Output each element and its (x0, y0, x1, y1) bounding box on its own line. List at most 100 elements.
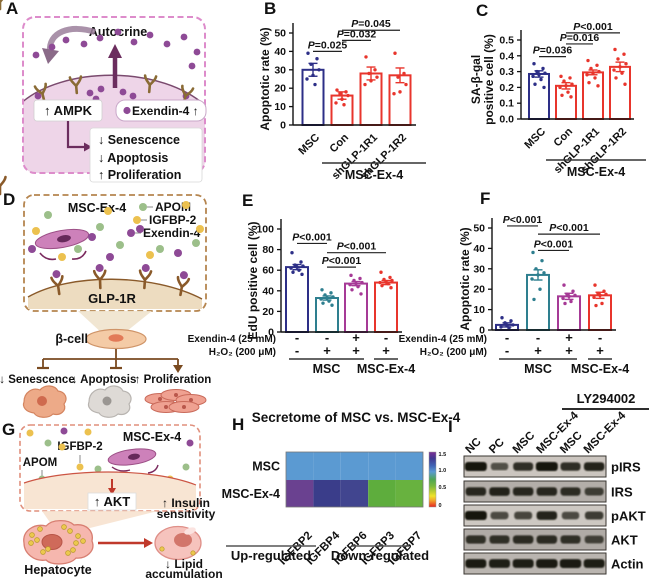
data-point (566, 90, 570, 94)
data-point (354, 281, 358, 286)
treatment-row-label: H₂O₂ (200 μM) (209, 347, 276, 358)
group-label: MSC (524, 362, 552, 376)
data-point (373, 68, 377, 72)
data-point (559, 74, 563, 79)
y-tick-label: 10 (473, 304, 485, 316)
data-point (352, 278, 356, 283)
data-point (569, 299, 573, 304)
blot-row-label: Actin (611, 557, 644, 572)
lipid-label-1: ↓ Lipid (165, 557, 203, 571)
data-point (613, 47, 617, 52)
data-point (560, 93, 564, 98)
protein-band (536, 559, 558, 568)
protein-band (464, 462, 487, 471)
data-point (533, 82, 537, 86)
beta-cell-label: β-cell (55, 332, 88, 346)
data-point (342, 103, 346, 107)
heatmap-cell (313, 452, 341, 480)
down-regulated-label: Down-regulated (331, 548, 429, 563)
panel-label-d: D (3, 190, 16, 209)
panel-label-i: I (448, 417, 453, 436)
protein-band (583, 462, 605, 471)
protein-band (465, 559, 487, 568)
data-point (585, 73, 589, 77)
treatment-sign: + (382, 343, 390, 358)
heatmap-cell (368, 480, 396, 507)
bar (528, 72, 550, 120)
protein-band (560, 535, 581, 544)
data-point (295, 265, 299, 269)
recycle-arrowhead (42, 48, 59, 64)
data-point (306, 51, 310, 55)
colorbar-tick: 1.5 (439, 452, 447, 458)
data-point (591, 71, 595, 75)
data-point (622, 52, 626, 56)
treatment-sign: - (505, 343, 509, 358)
data-point (534, 267, 538, 271)
treatment-row-label: H₂O₂ (200 μM) (420, 347, 487, 358)
effect-proliferation: ↑ Proliferation (98, 168, 181, 182)
ly294002-label: LY294002 (577, 391, 636, 406)
heatmap-cell (395, 452, 423, 480)
autocrine-diagram: Autocrine ↑ AMPK (0, 0, 207, 183)
data-point (612, 68, 616, 72)
effect-senescence: ↓ Senescence (98, 133, 180, 147)
insulin-label-1: ↑ Insulin (162, 496, 210, 510)
data-point (614, 76, 618, 80)
effect-proliferation: ↑ Proliferation (135, 374, 212, 386)
data-point (360, 280, 364, 285)
panel-i: I LY294002 NC PC MSC MSC-Ex-4 MSC MSC-Ex-4 pIRS… (446, 390, 650, 579)
data-point (305, 77, 309, 81)
treatment-sign: + (352, 343, 360, 358)
secretion-arrowhead (108, 44, 122, 58)
panel-e: E 0 20 40 60 80 100 EdU positive cell (%) P<0.0… (188, 190, 432, 395)
data-point (541, 66, 545, 71)
y-axis-label: EdU positive cell (%) (246, 221, 260, 339)
bar (344, 282, 368, 333)
y-axis-label: Apoptotic rate (%) (458, 227, 472, 330)
data-point (535, 69, 539, 74)
y-tick-label: 0 (479, 325, 485, 337)
bar (526, 273, 550, 331)
y-tick-label: 100 (256, 224, 274, 236)
exendin-box (115, 99, 207, 122)
data-point (602, 289, 606, 293)
data-point (320, 288, 324, 292)
beta-cell-diagram: MSC-Ex-4 APOM IGFBP-2 Exendin-4 (0, 175, 212, 418)
glp1r-label: GLP-1R (88, 291, 136, 306)
data-point (568, 76, 572, 80)
protein-band (465, 487, 487, 496)
y-tick-label: 80 (262, 244, 274, 256)
p-value-label: P<0.001 (337, 241, 377, 253)
ampk-effect-arrow (66, 121, 84, 149)
panel-c: C 0.0 0.1 0.2 0.3 0.4 0.5 SA-β-gal positive cel… (436, 0, 650, 190)
y-axis-label: positive cell (%) (482, 34, 496, 125)
p-value-label: P<0.001 (292, 231, 332, 243)
y-axis-label: SA-β-gal (469, 55, 483, 104)
data-point (358, 276, 362, 281)
heatmap-cell (395, 480, 423, 507)
msc-ex4-label: MSC-Ex-4 (123, 430, 181, 444)
data-point (338, 92, 342, 96)
data-point (564, 84, 568, 88)
lipid-droplets (28, 524, 86, 556)
protein-band (560, 487, 581, 496)
data-point (536, 273, 540, 277)
data-point (331, 295, 335, 299)
secretion-swirl (71, 250, 87, 260)
protein-band (490, 511, 509, 520)
data-point (369, 79, 373, 83)
protein-band (489, 535, 510, 544)
data-point (600, 301, 604, 306)
panel-label-b: B (264, 0, 277, 18)
data-point (499, 325, 503, 329)
data-point (364, 55, 368, 59)
blot-strip (463, 504, 607, 527)
treatment-row-label: Exendin-4 (25 mM) (399, 334, 487, 345)
effect-apoptosis: ↓ Apoptosis (72, 374, 137, 386)
data-point (595, 63, 599, 67)
lane-label: MSC (511, 430, 538, 457)
p-value-label: P=0.025 (308, 39, 348, 51)
